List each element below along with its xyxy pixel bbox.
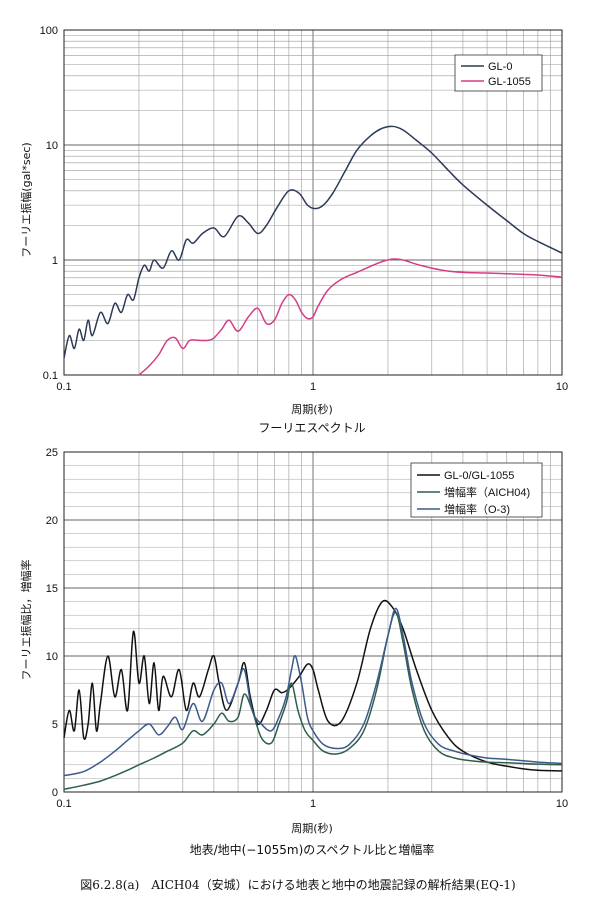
x-tick-label: 1 xyxy=(310,798,316,810)
chart2-y-ticks: 0 5 10 15 20 25 xyxy=(46,447,58,799)
series-line-c1-1 xyxy=(138,258,563,376)
figure-caption: 図6.2.8(a) AICH04（安城）における地表と地中の地震記録の解析結果(… xyxy=(80,877,515,892)
x-tick-label: 0.1 xyxy=(56,798,71,810)
y-tick-label: 10 xyxy=(46,651,58,663)
x-tick-label: 10 xyxy=(556,381,568,393)
chart1-legend-label-gl1055: GL-1055 xyxy=(488,76,531,88)
chart1-legend: GL-0 GL-1055 xyxy=(454,54,543,92)
y-tick-label: 5 xyxy=(52,719,58,731)
series-line-c2-1 xyxy=(63,611,563,791)
y-tick-label: 10 xyxy=(46,140,58,152)
chart2-legend-label-o3: 増幅率（O-3) xyxy=(444,502,510,516)
series-line-c1-0 xyxy=(63,125,563,359)
series-line-c2-2 xyxy=(63,607,563,777)
y-tick-label: 1 xyxy=(52,255,58,267)
chart1-plot-frame xyxy=(63,29,563,376)
chart2: 0.1 1 10 0 5 10 15 20 25 周期(秒) フーリエ振幅比，増幅率 地表/地… xyxy=(19,447,568,857)
x-tick-label: 0.1 xyxy=(56,381,71,393)
y-tick-label: 25 xyxy=(46,447,58,459)
chart1: 0.1 1 10 0.1 1 10 100 周期(秒) フーリエ振幅(gal*sec) フ… xyxy=(19,25,568,435)
chart2-legend-label-aich04: 増幅率（AICH04) xyxy=(444,485,530,499)
chart2-legend-label-ratio: GL-0/GL-1055 xyxy=(444,470,514,482)
chart1-legend-box xyxy=(454,54,543,92)
x-tick-label: 10 xyxy=(556,798,568,810)
chart2-x-ticks: 0.1 1 10 xyxy=(56,798,568,810)
chart2-legend: GL-0/GL-1055 増幅率（AICH04) 増幅率（O-3) xyxy=(410,462,543,518)
chart1-title: フーリエスペクトル xyxy=(258,421,365,435)
y-tick-label: 100 xyxy=(40,25,58,37)
chart1-y-axis-label: フーリエ振幅(gal*sec) xyxy=(19,142,33,257)
chart2-legend-box xyxy=(410,462,543,518)
y-tick-label: 0 xyxy=(52,787,58,799)
y-tick-label: 0.1 xyxy=(43,370,58,382)
chart1-x-ticks: 0.1 1 10 xyxy=(56,381,568,393)
chart2-series-lines xyxy=(63,599,563,791)
chart1-y-ticks: 0.1 1 10 100 xyxy=(40,25,58,382)
chart2-x-axis-label: 周期(秒) xyxy=(291,821,333,835)
y-tick-label: 20 xyxy=(46,515,58,527)
y-tick-label: 15 xyxy=(46,583,58,595)
chart1-series-lines xyxy=(63,125,563,376)
chart1-legend-label-gl0: GL-0 xyxy=(488,61,512,73)
x-tick-label: 1 xyxy=(310,381,316,393)
chart1-x-axis-label: 周期(秒) xyxy=(291,402,333,416)
chart2-y-axis-label: フーリエ振幅比，増幅率 xyxy=(19,560,33,681)
chart2-plot-frame xyxy=(63,451,563,793)
chart2-title: 地表/地中(−1055m)のスペクトル比と増幅率 xyxy=(190,842,435,857)
